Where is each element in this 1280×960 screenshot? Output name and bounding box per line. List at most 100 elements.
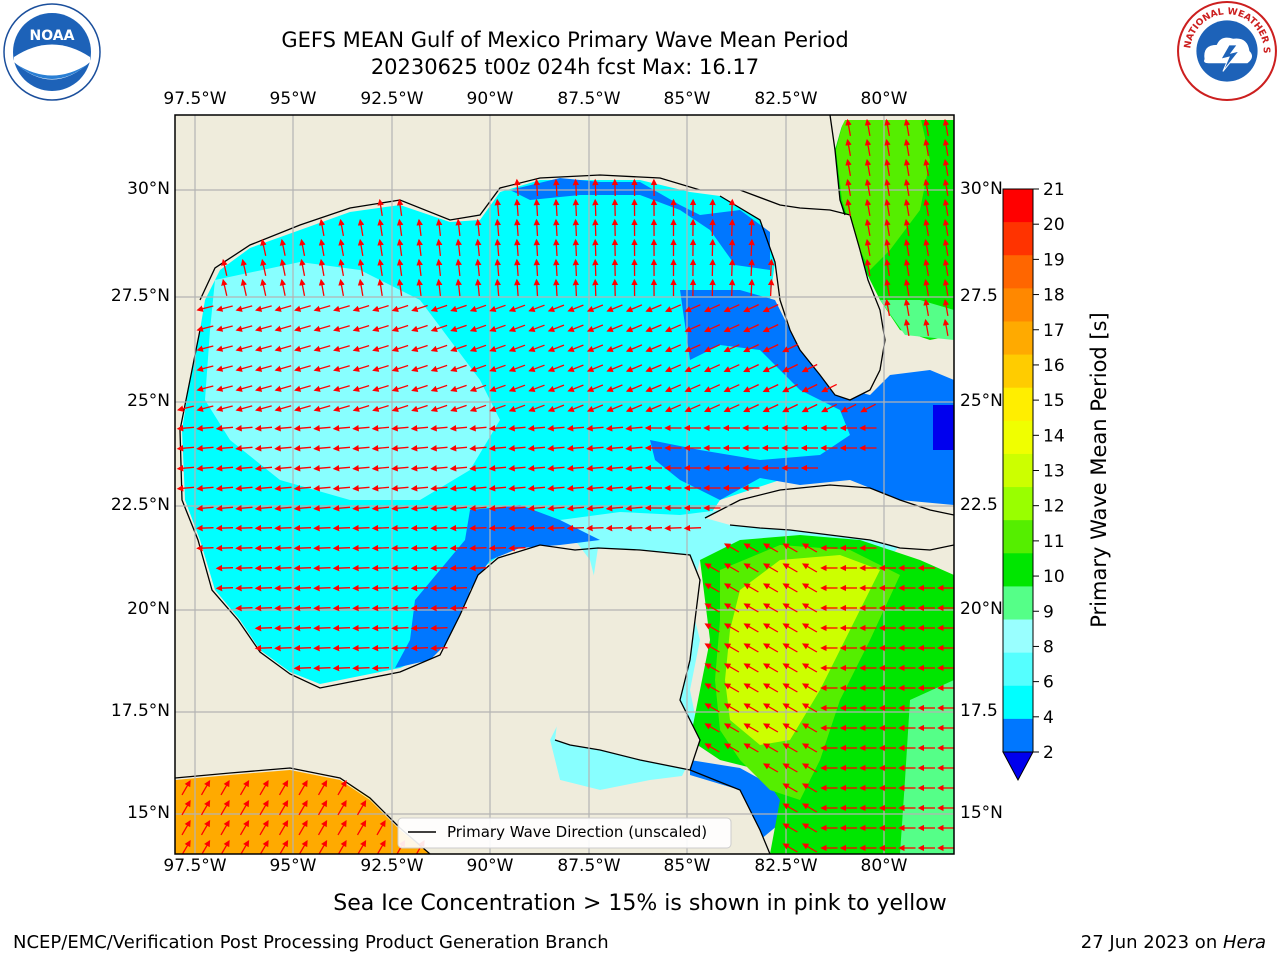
wave-arrow [293, 485, 312, 492]
wave-arrow [572, 238, 580, 257]
wave-arrow [313, 305, 331, 312]
wave-arrow [527, 505, 546, 512]
wave-arrow [884, 178, 891, 197]
wave-arrow [801, 643, 818, 653]
wave-arrow [298, 779, 308, 796]
wave-arrow [567, 364, 584, 373]
wave-arrow [704, 703, 720, 713]
wave-arrow [337, 779, 347, 796]
wave-arrow [235, 425, 253, 432]
wave-arrow [391, 324, 409, 332]
wave-arrow [279, 839, 289, 854]
wave-arrow [396, 218, 404, 236]
wave-arrow [410, 485, 429, 492]
wave-arrow [469, 364, 487, 372]
wave-arrow [254, 485, 273, 492]
wave-arrow [260, 258, 267, 276]
wave-arrow [567, 324, 584, 333]
wave-arrow [357, 278, 365, 297]
wave-arrow [884, 158, 891, 177]
colorbar-tick-label: 4 [1043, 708, 1054, 728]
wave-arrow [430, 324, 448, 332]
wave-arrow [884, 278, 891, 297]
wave-arrow [410, 544, 429, 552]
tick-label: 15°N [960, 803, 1003, 823]
wave-arrow [391, 544, 409, 552]
wave-arrow [508, 485, 526, 492]
wave-arrow [391, 624, 409, 632]
wave-arrow [782, 623, 798, 633]
wave-arrow [449, 564, 468, 572]
wave-arrow [592, 218, 599, 237]
atlantic-light-green [836, 115, 930, 270]
wave-arrow [665, 404, 682, 413]
wave-arrow [488, 505, 507, 512]
wave-arrow [449, 425, 468, 432]
caribbean-yellow [725, 555, 880, 745]
wave-arrow [332, 425, 351, 432]
wave-arrow [566, 465, 585, 472]
wave-arrow [254, 544, 273, 552]
wave-arrow [801, 843, 818, 853]
wave-arrow [313, 365, 331, 372]
wave-arrow [294, 405, 311, 412]
wave-arrow [235, 564, 253, 572]
wave-arrow [704, 723, 720, 733]
wave-arrow [494, 238, 501, 257]
wave-arrow [254, 644, 273, 652]
wave-arrow [372, 364, 389, 372]
wave-arrow [942, 158, 950, 177]
wave-arrow [469, 505, 487, 512]
wave-arrow [221, 258, 228, 276]
wave-arrow [592, 178, 599, 197]
wave-arrow [782, 603, 798, 613]
wave-arrow [723, 683, 740, 693]
tick-label: 97.5°W [163, 856, 227, 876]
wave-arrow [743, 623, 759, 633]
wave-arrow [801, 783, 818, 793]
wave-arrow [337, 799, 347, 816]
wave-arrow [743, 663, 759, 673]
colorbar-tick-label: 14 [1043, 426, 1065, 446]
wave-arrow [684, 304, 701, 313]
wave-arrow [215, 465, 234, 472]
wave-arrow [411, 304, 428, 312]
wave-arrow [553, 178, 560, 197]
wave-arrow [547, 304, 565, 313]
wave-arrow [489, 384, 506, 392]
wave-arrow [586, 404, 604, 413]
wave-arrow [489, 404, 506, 412]
wave-arrow [782, 763, 798, 773]
wave-arrow [216, 325, 233, 332]
wave-arrow [239, 819, 250, 836]
wave-arrow [313, 385, 331, 392]
wave-arrow [215, 485, 234, 492]
wave-arrow [254, 465, 273, 472]
wave-arrow [371, 604, 390, 612]
wave-arrow [371, 544, 390, 552]
wave-arrow [903, 198, 911, 217]
wave-arrow [903, 178, 911, 197]
wave-arrow [903, 258, 911, 277]
wave-arrow [239, 779, 250, 796]
wave-arrow [372, 304, 389, 312]
wave-arrow [586, 485, 604, 492]
colorbar-segment [1003, 387, 1033, 422]
wave-arrow [274, 624, 292, 632]
wave-arrow [821, 403, 837, 413]
wave-arrow [391, 465, 409, 472]
wave-arrow [181, 839, 191, 854]
yucatan-land [555, 548, 700, 770]
wave-arrow [645, 384, 662, 393]
wave-arrow [547, 404, 565, 413]
gulf-blue-zone-north [510, 178, 770, 270]
wave-arrow [801, 723, 818, 733]
colorbar-tick-label: 20 [1043, 215, 1065, 235]
wave-arrow [567, 384, 584, 393]
wave-arrow [254, 624, 273, 632]
wave-arrow [435, 218, 443, 236]
wave-arrow [723, 743, 740, 753]
wave-arrow [352, 485, 370, 492]
wave-arrow [704, 364, 721, 373]
wave-arrow [391, 344, 409, 352]
